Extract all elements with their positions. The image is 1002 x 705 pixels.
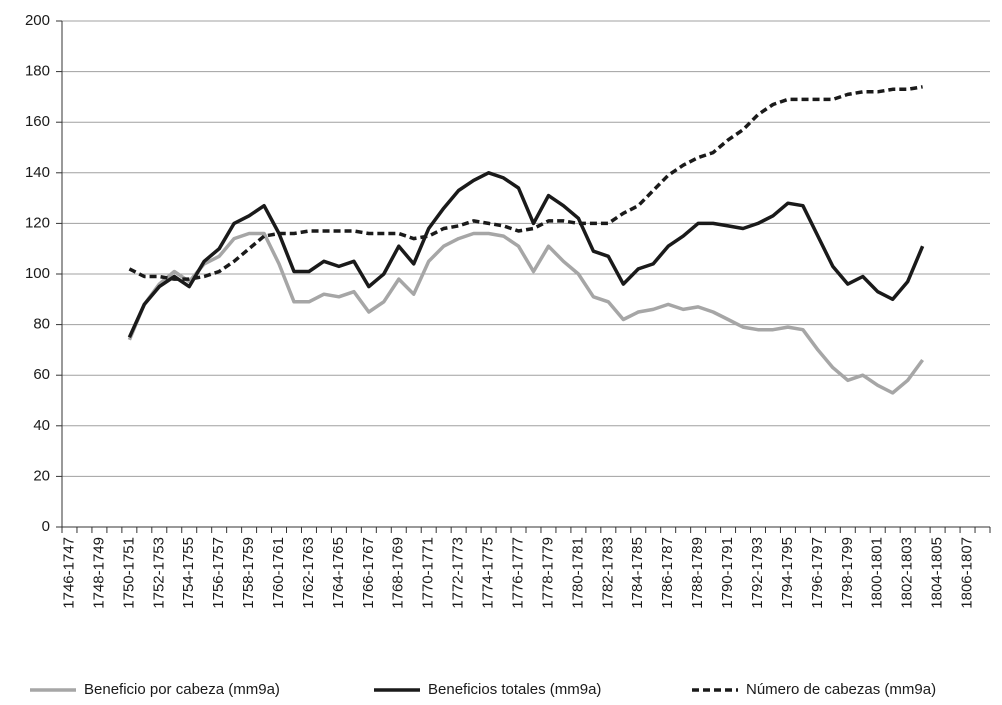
- x-tick-label: 1798-1799: [839, 537, 856, 609]
- y-tick-label: 20: [33, 467, 50, 484]
- x-tick-label: 1802-1803: [899, 537, 916, 609]
- x-tick-label: 1800-1801: [869, 537, 886, 609]
- y-tick-label: 140: [25, 164, 50, 181]
- y-tick-label: 100: [25, 265, 50, 282]
- x-tick-label: 1782-1783: [599, 537, 616, 609]
- x-tick-label: 1752-1753: [150, 537, 167, 609]
- x-tick-label: 1780-1781: [569, 537, 586, 609]
- x-tick-label: 1784-1785: [629, 537, 646, 609]
- x-tick-label: 1778-1779: [539, 537, 556, 609]
- y-tick-label: 60: [33, 366, 50, 383]
- y-tick-label: 80: [33, 316, 50, 333]
- x-tick-label: 1756-1757: [210, 537, 227, 609]
- x-tick-label: 1768-1769: [390, 537, 407, 609]
- x-tick-label: 1750-1751: [120, 537, 137, 609]
- x-tick-label: 1762-1763: [300, 537, 317, 609]
- x-tick-label: 1790-1791: [719, 537, 736, 609]
- series-line: [128, 85, 923, 281]
- y-tick-label: 0: [42, 518, 50, 535]
- x-tick-label: 1776-1777: [509, 537, 526, 609]
- x-tick-label: 1788-1789: [689, 537, 706, 609]
- y-tick-label: 180: [25, 63, 50, 80]
- x-tick-label: 1794-1795: [779, 537, 796, 609]
- y-tick-label: 200: [25, 12, 50, 29]
- legend-label: Beneficios totales (mm9a): [428, 681, 601, 698]
- x-tick-label: 1748-1749: [90, 537, 107, 609]
- legend-label: Número de cabezas (mm9a): [746, 681, 936, 698]
- x-tick-label: 1746-1747: [60, 537, 77, 609]
- x-tick-label: 1772-1773: [450, 537, 467, 609]
- x-tick-label: 1754-1755: [180, 537, 197, 609]
- x-tick-label: 1758-1759: [240, 537, 257, 609]
- x-tick-label: 1792-1793: [749, 537, 766, 609]
- x-tick-label: 1760-1761: [270, 537, 287, 609]
- x-tick-label: 1806-1807: [959, 537, 976, 609]
- x-tick-label: 1766-1767: [360, 537, 377, 609]
- x-tick-label: 1774-1775: [480, 537, 497, 609]
- x-tick-label: 1796-1797: [809, 537, 826, 609]
- series-line: [127, 171, 925, 339]
- y-tick-label: 120: [25, 214, 50, 231]
- x-tick-label: 1764-1765: [330, 537, 347, 609]
- x-tick-label: 1770-1771: [420, 537, 437, 609]
- x-tick-label: 1786-1787: [659, 537, 676, 609]
- legend-label: Beneficio por cabeza (mm9a): [84, 681, 280, 698]
- x-tick-label: 1804-1805: [929, 537, 946, 609]
- y-tick-label: 160: [25, 113, 50, 130]
- y-tick-label: 40: [33, 417, 50, 434]
- series-line: [127, 231, 925, 395]
